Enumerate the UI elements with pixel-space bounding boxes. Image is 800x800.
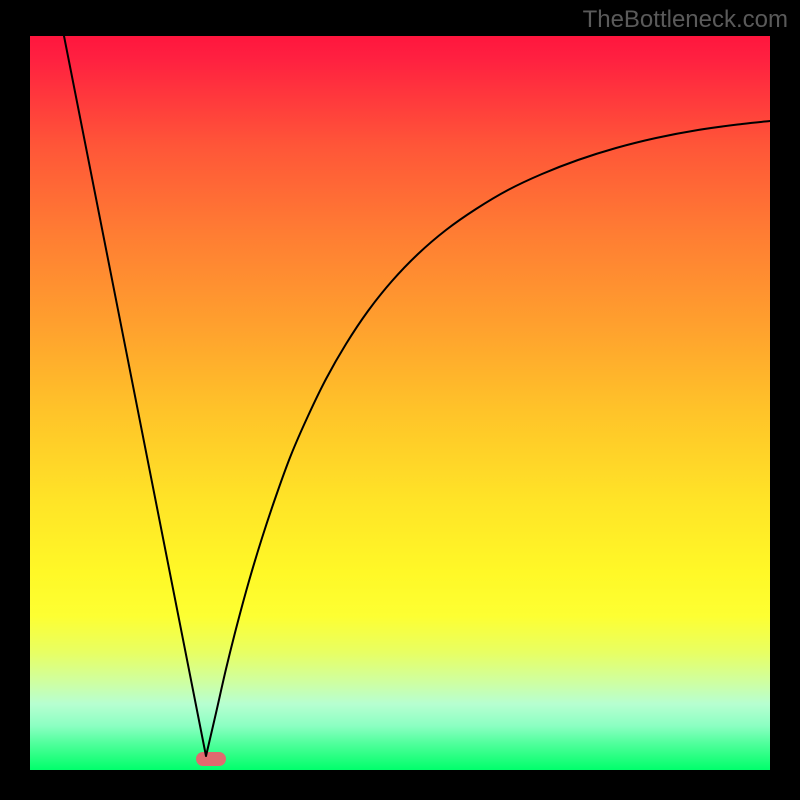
- watermark-text: TheBottleneck.com: [583, 6, 788, 34]
- chart-container: { "watermark": { "text": "TheBottleneck.…: [0, 0, 800, 800]
- plot-area: [30, 36, 770, 770]
- bottleneck-curve: [30, 36, 770, 770]
